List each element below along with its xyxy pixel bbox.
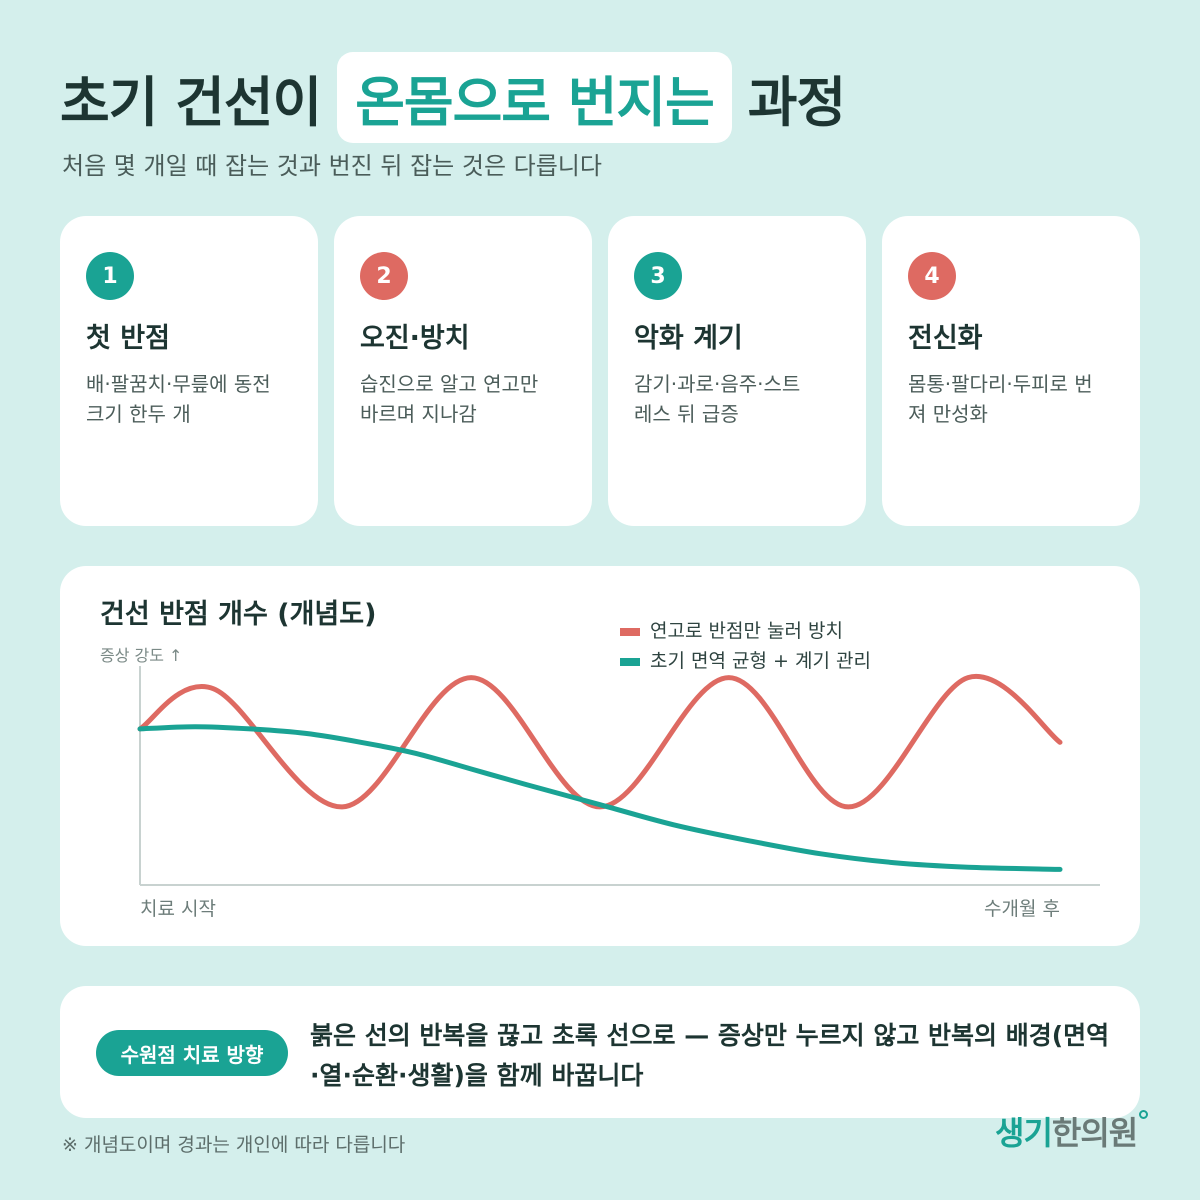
stage-title: 악화 계기 — [634, 323, 743, 354]
stage-description-line: 감기·과로·음주·스트 — [634, 372, 801, 396]
chart-title: 건선 반점 개수 (개념도) — [100, 599, 377, 630]
title-part1: 초기 건선이 — [60, 71, 322, 134]
x-axis-start-label: 치료 시작 — [140, 898, 216, 920]
stage-description-line: 크기 한두 개 — [86, 402, 191, 426]
x-axis-end-label: 수개월 후 — [984, 898, 1060, 920]
stage-description-line: 레스 뒤 급증 — [634, 402, 739, 426]
stage-card-4: 4 전신화 몸통·팔다리·두피로 번 져 만성화 — [882, 216, 1140, 526]
stage-description: 몸통·팔다리·두피로 번 져 만성화 — [908, 369, 1114, 429]
legend-label-1: 연고로 반점만 눌러 방치 — [650, 620, 843, 642]
stage-card-3: 3 악화 계기 감기·과로·음주·스트 레스 뒤 급증 — [608, 216, 866, 526]
y-axis-label: 증상 강도 ↑ — [100, 646, 182, 665]
stage-number-badge: 1 — [86, 252, 134, 300]
stage-description-line: 바르며 지나감 — [360, 402, 477, 426]
stage-title: 전신화 — [908, 323, 983, 354]
stage-card-2: 2 오진·방치 습진으로 알고 연고만 바르며 지나감 — [334, 216, 592, 526]
logo-text-secondary: 한의원 — [1051, 1114, 1138, 1152]
legend-label-2: 초기 면역 균형 + 계기 관리 — [650, 650, 871, 672]
stage-number-badge: 3 — [634, 252, 682, 300]
legend-swatch-1 — [620, 628, 640, 636]
stage-cards: 1 첫 반점 배·팔꿈치·무릎에 동전 크기 한두 개 2 오진·방치 습진으로… — [60, 216, 1140, 526]
stage-number-badge: 2 — [360, 252, 408, 300]
title-highlight: 온몸으로 번지는 — [337, 52, 732, 143]
treatment-direction-badge: 수원점 치료 방향 — [96, 1030, 288, 1076]
footnote: ※ 개념도이며 경과는 개인에 따라 다릅니다 — [62, 1134, 406, 1156]
series-line-2 — [137, 724, 1063, 872]
stage-description-line: 배·팔꿈치·무릎에 동전 — [86, 372, 271, 396]
subtitle: 처음 몇 개일 때 잡는 것과 번진 뒤 잡는 것은 다릅니다 — [62, 152, 602, 180]
title-part2: 과정 — [747, 71, 846, 134]
stage-description: 습진으로 알고 연고만 바르며 지나감 — [360, 369, 566, 429]
logo-dot-icon — [1139, 1110, 1149, 1119]
series-line-1 — [137, 673, 1063, 810]
treatment-direction-panel: 수원점 치료 방향 붉은 선의 반복을 끊고 초록 선으로 — 증상만 누르지 … — [60, 986, 1140, 1118]
stage-title: 첫 반점 — [86, 323, 170, 354]
logo-text-primary: 생기 — [995, 1114, 1053, 1152]
stage-description-line: 몸통·팔다리·두피로 번 — [908, 372, 1093, 396]
stage-description: 감기·과로·음주·스트 레스 뒤 급증 — [634, 369, 840, 429]
stage-description: 배·팔꿈치·무릎에 동전 크기 한두 개 — [86, 369, 292, 429]
page-title: 초기 건선이 온몸으로 번지는 과정 — [60, 52, 846, 143]
stage-description-line: 습진으로 알고 연고만 — [360, 372, 539, 396]
stage-title: 오진·방치 — [360, 323, 470, 354]
legend-swatch-2 — [620, 658, 640, 666]
treatment-direction-text: 붉은 선의 반복을 끊고 초록 선으로 — 증상만 누르지 않고 반복의 배경(… — [310, 1021, 1110, 1090]
stage-number-badge: 4 — [908, 252, 956, 300]
clinic-logo: 생기 한의원 — [995, 1108, 1149, 1154]
stage-description-line: 져 만성화 — [908, 402, 988, 426]
stage-card-1: 1 첫 반점 배·팔꿈치·무릎에 동전 크기 한두 개 — [60, 216, 318, 526]
